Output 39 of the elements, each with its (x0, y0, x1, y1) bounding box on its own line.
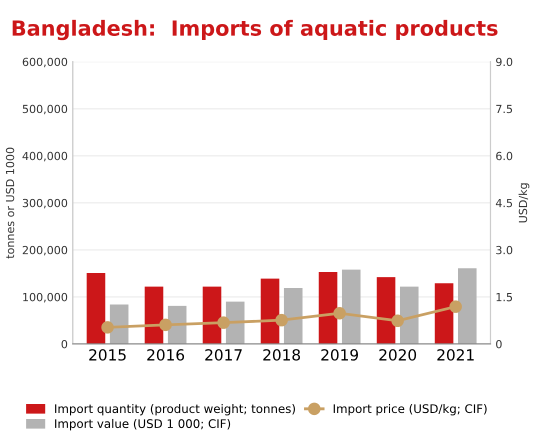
x-tick-label: 2016 (147, 349, 184, 361)
bar (458, 268, 477, 344)
bar (284, 288, 303, 344)
y2-tick-label: 7.5 (496, 104, 512, 114)
bar (434, 283, 454, 344)
y-tick-label: 400,000 (22, 152, 68, 162)
bar (342, 270, 361, 344)
bar (144, 286, 164, 344)
x-tick-label: 2019 (321, 349, 358, 361)
y2-tick-label: 3.0 (496, 246, 512, 254)
legend-label: Import value (USD 1 000; CIF) (55, 418, 230, 430)
x-tick-label: 2021 (437, 349, 474, 361)
y2-tick-label: 4.5 (496, 198, 512, 208)
bar (260, 278, 280, 344)
y-axis-title: tonnes or USD 1000 (6, 148, 14, 258)
x-tick-label: 2018 (263, 349, 300, 361)
bar (226, 302, 244, 344)
x-tick-label: 2020 (379, 349, 416, 361)
x-tick-label: 2015 (89, 349, 126, 361)
y-tick-label: 100,000 (23, 292, 68, 302)
bar (400, 286, 419, 344)
y2-tick-label: 1.5 (496, 293, 512, 302)
bar (376, 277, 396, 344)
y-tick-label: 600,000 (22, 58, 68, 68)
bar (318, 272, 338, 344)
bar (86, 272, 106, 344)
y2-tick-label: 9.0 (496, 58, 512, 66)
y2-tick-label: 6.0 (496, 152, 512, 160)
y2-axis-title: USD/kg (518, 183, 530, 222)
x-tick-label: 2017 (205, 349, 242, 361)
y-tick-label: 300,000 (22, 198, 68, 208)
legend-label: Import quantity (product weight; tonnes) (55, 404, 295, 416)
chart-title: Bangladesh: Imports of aquatic products (12, 20, 498, 40)
y-tick-label: 500,000 (22, 104, 68, 114)
legend-label: Import price (USD/kg; CIF) (334, 404, 487, 416)
bar (202, 286, 222, 344)
y-tick-label: 0 (62, 340, 68, 348)
y-tick-label: 200,000 (22, 246, 68, 256)
y2-tick-label: 0 (496, 340, 502, 348)
